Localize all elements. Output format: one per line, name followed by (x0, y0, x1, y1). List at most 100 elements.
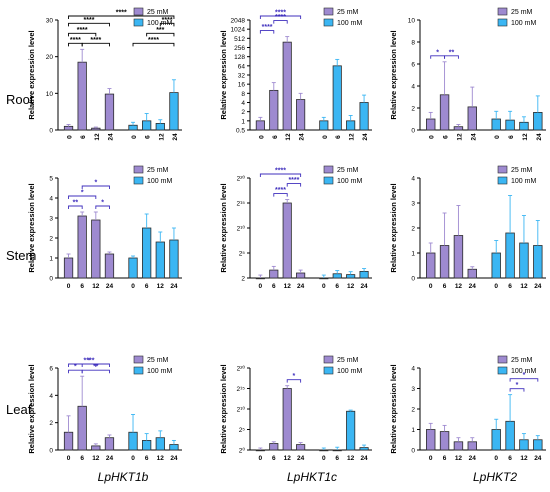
panel-stem-lphkt2-bar-25mM-0 (426, 252, 436, 279)
panel-leaf-lphkt2-ylabel: Relative expression level (389, 364, 398, 453)
panel-stem-lphkt1c-bar-25mM-24 (296, 272, 306, 279)
panel-stem-lphkt2-bar-25mM-12 (453, 235, 464, 279)
panel-root-lphkt1c-bar-25mM-12 (282, 41, 292, 131)
panel-leaf-lphkt2-legend-swatch-100mM (497, 366, 508, 375)
panel-root-lphkt1c-ytick-label: 128 (234, 54, 245, 61)
panel-leaf-lphkt1b-sig-label: * (88, 358, 91, 365)
panel-stem-lphkt2-ytick-label: 1 (411, 251, 415, 258)
panel-root-lphkt2-bar-100mM-6 (505, 119, 515, 131)
panel-leaf-lphkt1b-bar-100mM-24 (169, 444, 179, 451)
panel-root-lphkt1c-ytick-label: 512 (234, 36, 245, 43)
panel-root-lphkt2-ytick-label: 2 (411, 106, 415, 113)
panel-root-lphkt1c-ytick-label: 4 (241, 100, 245, 107)
panel-stem-lphkt1c-sig-label: **** (288, 177, 299, 184)
panel-leaf-lphkt1c-bar-25mM-6 (269, 443, 279, 451)
panel-stem-lphkt2-bar-100mM-0 (491, 252, 501, 279)
panel-leaf-lphkt2-ytick-label: 2 (411, 407, 415, 414)
panel-leaf-lphkt2-ytick-label: 0 (411, 448, 415, 455)
panel-leaf-lphkt1b-sig-label: **** (84, 358, 95, 365)
panel-leaf-lphkt1c-bar-100mM-24 (359, 447, 369, 451)
panel-leaf-lphkt1b-ytick-label: 6 (49, 366, 53, 373)
panel-leaf-lphkt1b-xtick-label: 24 (170, 455, 178, 462)
panel-stem-lphkt1b-sig-label: ** (73, 200, 79, 207)
panel-root-lphkt1c-sig-label: **** (275, 14, 286, 21)
panel-root-lphkt1b-bar-100mM-0 (128, 124, 138, 131)
panel-root-lphkt1c-ytick-label: 1024 (231, 27, 246, 34)
gene-label-lphkt1c: LpHKT1c (286, 470, 338, 484)
panel-root-lphkt1c-ytick-label: 256 (234, 45, 245, 52)
panel-root-lphkt1b-sig-bracket (146, 32, 175, 37)
panel-root-lphkt2-ytick-label: 8 (411, 40, 415, 47)
panel-root-lphkt1b-legend-label: 100 mM (147, 20, 172, 27)
panel-root-lphkt2-ytick-label: 10 (408, 18, 416, 25)
panel-leaf-lphkt1b-legend-label: 25 mM (147, 357, 169, 364)
panel-stem-lphkt2-bar-100mM-12 (519, 242, 529, 279)
panel-root-lphkt2-ylabel: Relative expression level (389, 30, 398, 119)
panel-leaf-lphkt1b-ytick-label: 0 (49, 448, 53, 455)
panel-stem-lphkt1b-ytick-label: 1 (49, 256, 53, 263)
panel-stem-lphkt1c-bar-25mM-12 (282, 202, 292, 279)
panel-stem-lphkt1b-bar-25mM-6 (77, 215, 87, 279)
panel-leaf-lphkt2-bar-25mM-24 (467, 441, 477, 451)
panel-stem-lphkt1b-sig-label: * (101, 200, 104, 207)
panel-leaf-lphkt1b-xtick-label: 12 (157, 455, 165, 462)
panel-stem-lphkt2-xtick-label: 0 (429, 283, 433, 290)
panel-stem-lphkt2-xtick-label: 6 (443, 283, 447, 290)
panel-leaf-lphkt1c-legend-label: 25 mM (337, 357, 359, 364)
panel-stem-lphkt1b-bar-100mM-24 (169, 239, 179, 279)
panel-stem-lphkt2-xtick-label: 0 (494, 283, 498, 290)
panel-stem-lphkt1c-sig-label: **** (275, 187, 286, 194)
panel-leaf-lphkt1b-xtick-label: 0 (67, 455, 71, 462)
panel-stem-lphkt1c-ylabel: Relative expression level (219, 183, 228, 272)
panel-root-lphkt1b-xtick-label: 24 (172, 133, 179, 141)
panel-root-lphkt1b-xtick-label: 24 (107, 133, 114, 141)
panel-stem-lphkt1c-xtick-label: 0 (322, 283, 326, 290)
panel-leaf-lphkt2-bar-25mM-6 (439, 431, 450, 451)
panel-leaf-lphkt1b-bar-100mM-6 (142, 440, 152, 451)
panel-stem-lphkt1b-xtick-label: 24 (106, 283, 114, 290)
panel-leaf-lphkt2-ytick-label: 4 (411, 366, 415, 373)
panel-stem-lphkt1b-bar-25mM-12 (91, 219, 101, 279)
panel-stem-lphkt1c-bar-25mM-6 (269, 269, 279, 279)
panel-root-lphkt1b-bar-100mM-12 (155, 123, 165, 131)
panel-root-lphkt1b-sig-bracket (68, 15, 175, 19)
panel-root-lphkt1b-legend-swatch-100mM (133, 18, 144, 27)
panel-root-lphkt1b-ytick-label: 30 (46, 18, 54, 25)
panel-stem-lphkt1c-ytick-label: 2⁵ (239, 251, 246, 258)
panel-root-lphkt2-bar-25mM-12 (453, 126, 464, 131)
panel-leaf-lphkt1b-xtick-label: 6 (80, 455, 84, 462)
panel-stem-lphkt1b-bar-25mM-0 (63, 257, 74, 279)
panel-root-lphkt2-bar-25mM-6 (439, 94, 450, 131)
panel-leaf-lphkt1b-ytick-label: 2 (49, 420, 53, 427)
panel-stem-lphkt2-ylabel: Relative expression level (389, 183, 398, 272)
panel-leaf-lphkt1b-bar-25mM-12 (91, 445, 101, 451)
panel-stem-lphkt2-ytick-label: 3 (411, 201, 415, 208)
panel-leaf-lphkt2-xtick-label: 12 (520, 455, 528, 462)
panel-stem-lphkt1b-ytick-label: 0 (49, 276, 53, 283)
panel-stem-lphkt1c-legend-label: 25 mM (337, 167, 359, 174)
panel-root-lphkt2-legend-swatch-25mM (497, 7, 508, 16)
panel-root-lphkt1b-sig-label: **** (84, 17, 95, 24)
panel-root-lphkt1c-sig-bracket (259, 15, 302, 19)
panel-root-lphkt2-legend-label: 25 mM (511, 9, 533, 16)
panel-stem-lphkt1b-sig-bracket (68, 205, 83, 209)
panel-leaf-lphkt1c-xtick-label: 24 (297, 455, 305, 462)
panel-root-lphkt1b-xtick-label: 12 (94, 133, 101, 141)
panel-stem-lphkt2-legend-swatch-25mM (497, 165, 508, 174)
panel-root-lphkt1c-bar-25mM-0 (255, 120, 265, 131)
panel-stem-lphkt1b-bar-100mM-6 (142, 227, 152, 279)
panel-leaf-lphkt1b-legend-swatch-25mM (133, 355, 144, 364)
panel-root-lphkt1b-ytick-label: 10 (46, 91, 54, 98)
panel-stem-lphkt1b-xtick-label: 12 (92, 283, 100, 290)
panel-root-lphkt1c-ytick-label: 0.5 (236, 128, 245, 135)
panel-leaf-lphkt2-xtick-label: 6 (443, 455, 447, 462)
panel-root-lphkt1b-xtick-label: 6 (80, 135, 87, 139)
panel-root-lphkt2-bar-25mM-24 (467, 106, 477, 131)
panel-stem-lphkt1c-bar-100mM-0 (319, 277, 329, 280)
panel-stem-lphkt1c-xtick-label: 0 (259, 283, 263, 290)
panel-root-lphkt1c-xtick-label: 24 (299, 133, 306, 141)
panel-stem-lphkt2-xtick-label: 24 (469, 283, 477, 290)
panel-stem-lphkt1c-xtick-label: 24 (360, 283, 368, 290)
panel-leaf-lphkt2-xtick-label: 0 (429, 455, 433, 462)
panel-root-lphkt1b-sig-bracket (68, 22, 110, 27)
